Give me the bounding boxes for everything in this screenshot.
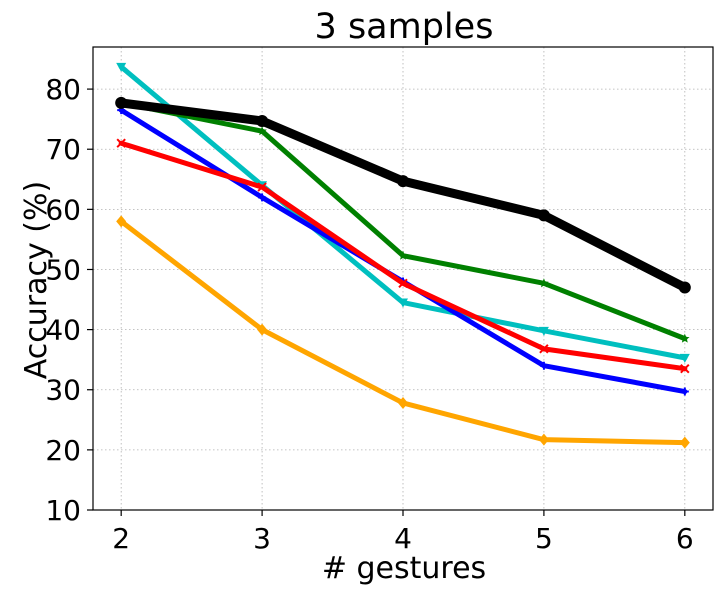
data-point	[257, 182, 267, 192]
data-point	[398, 250, 408, 260]
data-point	[538, 433, 549, 446]
data-point	[397, 175, 409, 188]
series	[115, 96, 691, 294]
series-group	[115, 62, 691, 449]
y-tick-label: 10	[45, 494, 81, 527]
data-point	[679, 436, 690, 449]
y-tick-label: 70	[45, 133, 81, 166]
y-tick-label: 20	[45, 434, 81, 467]
data-point	[539, 361, 548, 370]
x-tick-label: 3	[253, 522, 271, 555]
y-tick-label: 50	[45, 253, 81, 286]
data-point	[538, 326, 549, 336]
data-point	[678, 281, 691, 294]
data-point	[257, 323, 268, 336]
y-tick-label: 80	[45, 73, 81, 106]
data-point	[398, 278, 408, 289]
data-point	[398, 396, 408, 409]
y-tick-label: 40	[45, 314, 81, 347]
data-point	[537, 209, 550, 222]
x-tick-label: 4	[394, 522, 412, 555]
data-point	[539, 344, 549, 354]
axis-ticks: 2 3 4 5 6 10 20 30 40 50 60 70 80	[45, 73, 693, 555]
data-point	[115, 96, 128, 109]
data-point	[680, 387, 689, 396]
data-point	[257, 126, 267, 136]
data-point	[116, 138, 126, 148]
y-tick-label: 30	[45, 374, 81, 407]
data-point	[679, 353, 690, 363]
data-point	[116, 215, 127, 228]
y-axis-label: Accuracy (%)	[19, 181, 54, 379]
data-point	[398, 298, 408, 308]
data-point	[680, 363, 690, 374]
data-point	[116, 62, 127, 72]
data-point	[539, 278, 549, 288]
data-point	[256, 114, 269, 127]
x-tick-label: 5	[535, 522, 553, 555]
data-point	[258, 193, 267, 202]
x-tick-label: 6	[676, 522, 694, 555]
series	[116, 215, 690, 449]
chart-title: 3 samples	[315, 7, 494, 47]
grid	[93, 47, 713, 511]
series	[116, 138, 690, 374]
x-axis-label: # gestures	[322, 551, 486, 586]
data-point	[680, 333, 690, 343]
x-tick-label: 2	[112, 522, 130, 555]
y-tick-label: 60	[45, 193, 81, 226]
